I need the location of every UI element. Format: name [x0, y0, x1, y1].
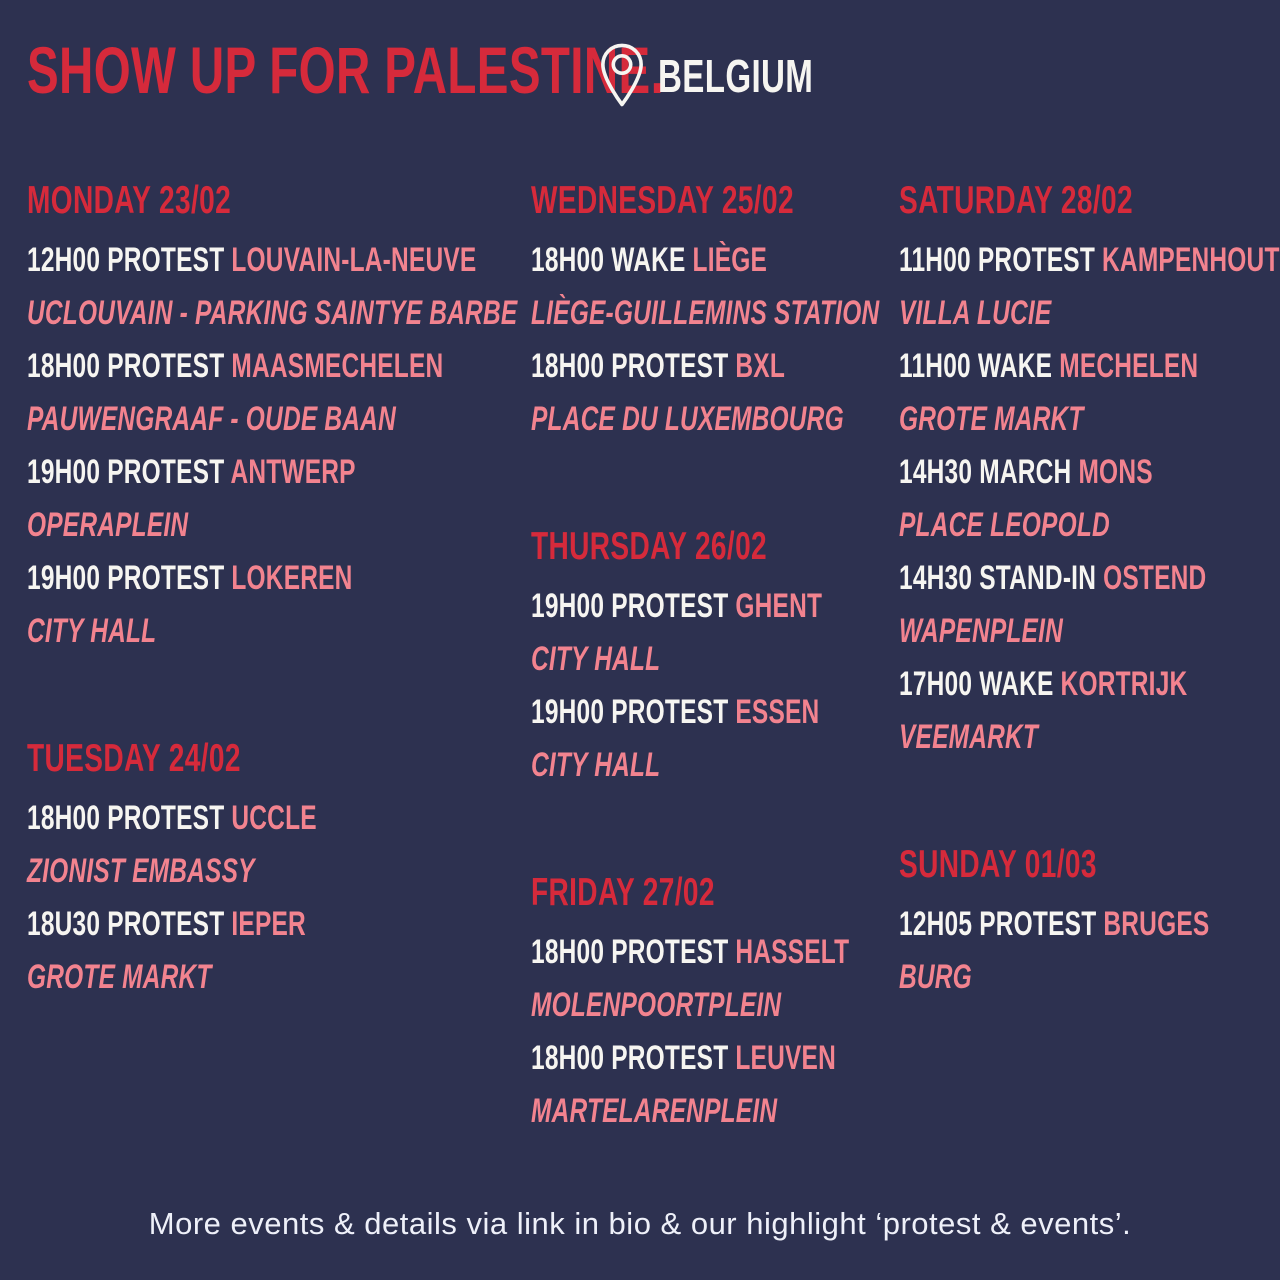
event-venue: MOLENPOORTPLEIN: [531, 986, 782, 1024]
events-column-1: MONDAY 23/02 12H00 PROTEST LOUVAIN-LA-NEU…: [27, 178, 518, 1082]
day-heading: FRIDAY 27/02: [531, 871, 715, 914]
event-venue: WAPENPLEIN: [899, 612, 1064, 650]
event-time-action: 11H00 PROTEST: [899, 241, 1103, 279]
event-line: 18H00 PROTEST LEUVEN: [531, 1032, 836, 1085]
event-city: LIÈGE: [692, 241, 768, 279]
event-city: BXL: [735, 347, 785, 385]
event-venue: PLACE LEOPOLD: [899, 506, 1110, 544]
event-city: MECHELEN: [1059, 347, 1199, 385]
event-line: 19H00 PROTEST GHENT: [531, 580, 822, 633]
event-venue: CITY HALL: [531, 746, 661, 784]
day-section: WEDNESDAY 25/02 18H00 WAKE LIÈGE LIÈGE-GUI…: [531, 178, 880, 446]
event-line: 11H00 PROTEST KAMPENHOUT: [899, 234, 1279, 287]
day-heading: WEDNESDAY 25/02: [531, 179, 794, 222]
event-line: 18H00 WAKE LIÈGE: [531, 234, 781, 287]
event-venue: VEEMARKT: [899, 718, 1039, 756]
event-time-action: 19H00 PROTEST: [531, 693, 736, 731]
event-city: GHENT: [735, 587, 823, 625]
event-venue: LIÈGE-GUILLEMINS STATION: [531, 294, 880, 332]
event-time-action: 18H00 WAKE: [531, 241, 693, 279]
events-column-3: SATURDAY 28/02 11H00 PROTEST KAMPENHOUT VI…: [899, 178, 1279, 1082]
event-time-action: 18H00 PROTEST: [531, 1039, 736, 1077]
event-city: LOKEREN: [231, 559, 353, 597]
day-section: SATURDAY 28/02 11H00 PROTEST KAMPENHOUT VI…: [899, 178, 1279, 764]
event-line: 18U30 PROTEST IEPER: [27, 898, 375, 951]
event-venue: BURG: [899, 958, 972, 996]
event-city: KAMPENHOUT: [1102, 241, 1280, 279]
event-time-action: 17H00 WAKE: [899, 665, 1061, 703]
event-line: 17H00 WAKE KORTRIJK: [899, 658, 1187, 711]
event-venue: PLACE DU LUXEMBOURG: [531, 400, 844, 438]
event-city: HASSELT: [735, 933, 850, 971]
event-venue: UCLOUVAIN - PARKING SAINTYE BARBE: [27, 294, 518, 332]
event-city: BRUGES: [1103, 905, 1210, 943]
event-time-action: 18H00 PROTEST: [27, 799, 232, 837]
event-venue: GROTE MARKT: [27, 958, 212, 996]
event-line: 18H00 PROTEST UCCLE: [27, 792, 375, 845]
event-city: IEPER: [231, 905, 306, 943]
event-venue: OPERAPLEIN: [27, 506, 189, 544]
event-line: 19H00 PROTEST ANTWERP: [27, 446, 375, 499]
event-line: 19H00 PROTEST ESSEN: [531, 686, 819, 739]
poster-footer: More events & details via link in bio & …: [0, 1206, 1280, 1242]
event-time-action: 18H00 PROTEST: [27, 347, 232, 385]
event-venue: PAUWENGRAAF - OUDE BAAN: [27, 400, 396, 438]
poster-header: SHOW UP FOR PALESTINE. BELGIUM: [0, 0, 1280, 170]
day-heading: MONDAY 23/02: [27, 179, 232, 222]
event-time-action: 11H00 WAKE: [899, 347, 1060, 385]
page-title: SHOW UP FOR PALESTINE.: [27, 33, 665, 107]
event-time-action: 12H00 PROTEST: [27, 241, 232, 279]
event-venue: GROTE MARKT: [899, 400, 1084, 438]
event-venue: ZIONIST EMBASSY: [27, 852, 255, 890]
event-time-action: 19H00 PROTEST: [27, 453, 231, 491]
day-heading: TUESDAY 24/02: [27, 737, 241, 780]
event-line: 12H00 PROTEST LOUVAIN-LA-NEUVE: [27, 234, 476, 287]
event-line: 19H00 PROTEST LOKEREN: [27, 552, 375, 605]
event-city: MONS: [1078, 453, 1153, 491]
day-section: FRIDAY 27/02 18H00 PROTEST HASSELT MOLENPO…: [531, 870, 878, 1138]
event-venue: VILLA LUCIE: [899, 294, 1052, 332]
event-city: LOUVAIN-LA-NEUVE: [231, 241, 477, 279]
day-section: SUNDAY 01/03 12H05 PROTEST BRUGES BURG: [899, 842, 1259, 1004]
event-city: UCCLE: [231, 799, 317, 837]
event-venue: CITY HALL: [531, 640, 661, 678]
event-line: 18H00 PROTEST HASSELT: [531, 926, 849, 979]
event-city: LEUVEN: [735, 1039, 836, 1077]
event-line: 18H00 PROTEST BXL: [531, 340, 785, 393]
event-line: 14H30 MARCH MONS: [899, 446, 1158, 499]
event-city: ESSEN: [735, 693, 820, 731]
day-heading: SATURDAY 28/02: [899, 179, 1133, 222]
day-heading: SUNDAY 01/03: [899, 843, 1097, 886]
event-venue: CITY HALL: [27, 612, 157, 650]
event-city: OSTEND: [1103, 559, 1207, 597]
event-line: 14H30 STAND-IN OSTEND: [899, 552, 1206, 605]
event-time-action: 19H00 PROTEST: [27, 559, 232, 597]
event-city: ANTWERP: [230, 453, 356, 491]
day-section: TUESDAY 24/02 18H00 PROTEST UCCLE ZIONIST …: [27, 736, 510, 1004]
event-time-action: 14H30 STAND-IN: [899, 559, 1104, 597]
event-time-action: 12H05 PROTEST: [899, 905, 1104, 943]
event-line: 11H00 WAKE MECHELEN: [899, 340, 1198, 393]
event-time-action: 19H00 PROTEST: [531, 587, 736, 625]
event-city: MAASMECHELEN: [231, 347, 444, 385]
events-grid: MONDAY 23/02 12H00 PROTEST LOUVAIN-LA-NEU…: [27, 178, 1279, 1216]
event-time-action: 18H00 PROTEST: [531, 933, 736, 971]
day-heading: THURSDAY 26/02: [531, 525, 768, 568]
event-time-action: 14H30 MARCH: [899, 453, 1079, 491]
day-section: THURSDAY 26/02 19H00 PROTEST GHENT CITY HA…: [531, 524, 878, 792]
location-badge: BELGIUM: [596, 42, 874, 110]
event-venue: MARTELARENPLEIN: [531, 1092, 778, 1130]
day-section: MONDAY 23/02 12H00 PROTEST LOUVAIN-LA-NEU…: [27, 178, 518, 658]
event-time-action: 18H00 PROTEST: [531, 347, 736, 385]
location-label: BELGIUM: [658, 50, 814, 102]
footer-note: More events & details via link in bio & …: [148, 1206, 1132, 1241]
event-line: 18H00 PROTEST MAASMECHELEN: [27, 340, 443, 393]
events-column-2: WEDNESDAY 25/02 18H00 WAKE LIÈGE LIÈGE-GUI…: [531, 178, 880, 1216]
event-line: 12H05 PROTEST BRUGES: [899, 898, 1209, 951]
event-time-action: 18U30 PROTEST: [27, 905, 232, 943]
location-pin-icon: [601, 43, 643, 107]
event-city: KORTRIJK: [1060, 665, 1188, 703]
